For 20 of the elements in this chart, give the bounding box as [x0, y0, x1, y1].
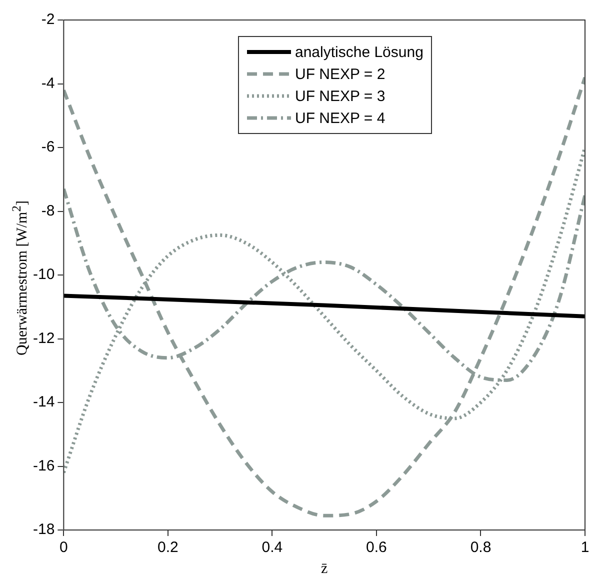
x-tick-label: 0.8 [470, 539, 492, 556]
x-tick-label: 0.4 [262, 539, 283, 556]
y-tick-label: -10 [32, 266, 55, 284]
y-tick-label: -8 [41, 202, 55, 220]
y-tick-label: -16 [32, 457, 55, 474]
y-tick-label: -12 [32, 330, 55, 347]
legend-label: UF NEXP = 3 [295, 88, 386, 104]
x-tick-label: 0 [60, 539, 68, 556]
legend-label: analytische Lösung [295, 44, 424, 60]
y-tick-label: -2 [41, 11, 55, 28]
x-tick-label: 0.2 [158, 539, 178, 556]
x-axis-title: z̄ [321, 560, 328, 577]
y-tick-label: -6 [41, 138, 55, 156]
y-tick-label: -4 [41, 74, 55, 92]
y-tick-label: -14 [32, 394, 55, 411]
x-tick-label: 0.6 [366, 539, 387, 556]
x-tick-label: 1 [580, 539, 590, 556]
y-tick-label: -18 [32, 521, 55, 538]
legend-label: UF NEXP = 2 [295, 66, 386, 82]
legend-label: UF NEXP = 4 [295, 110, 386, 126]
